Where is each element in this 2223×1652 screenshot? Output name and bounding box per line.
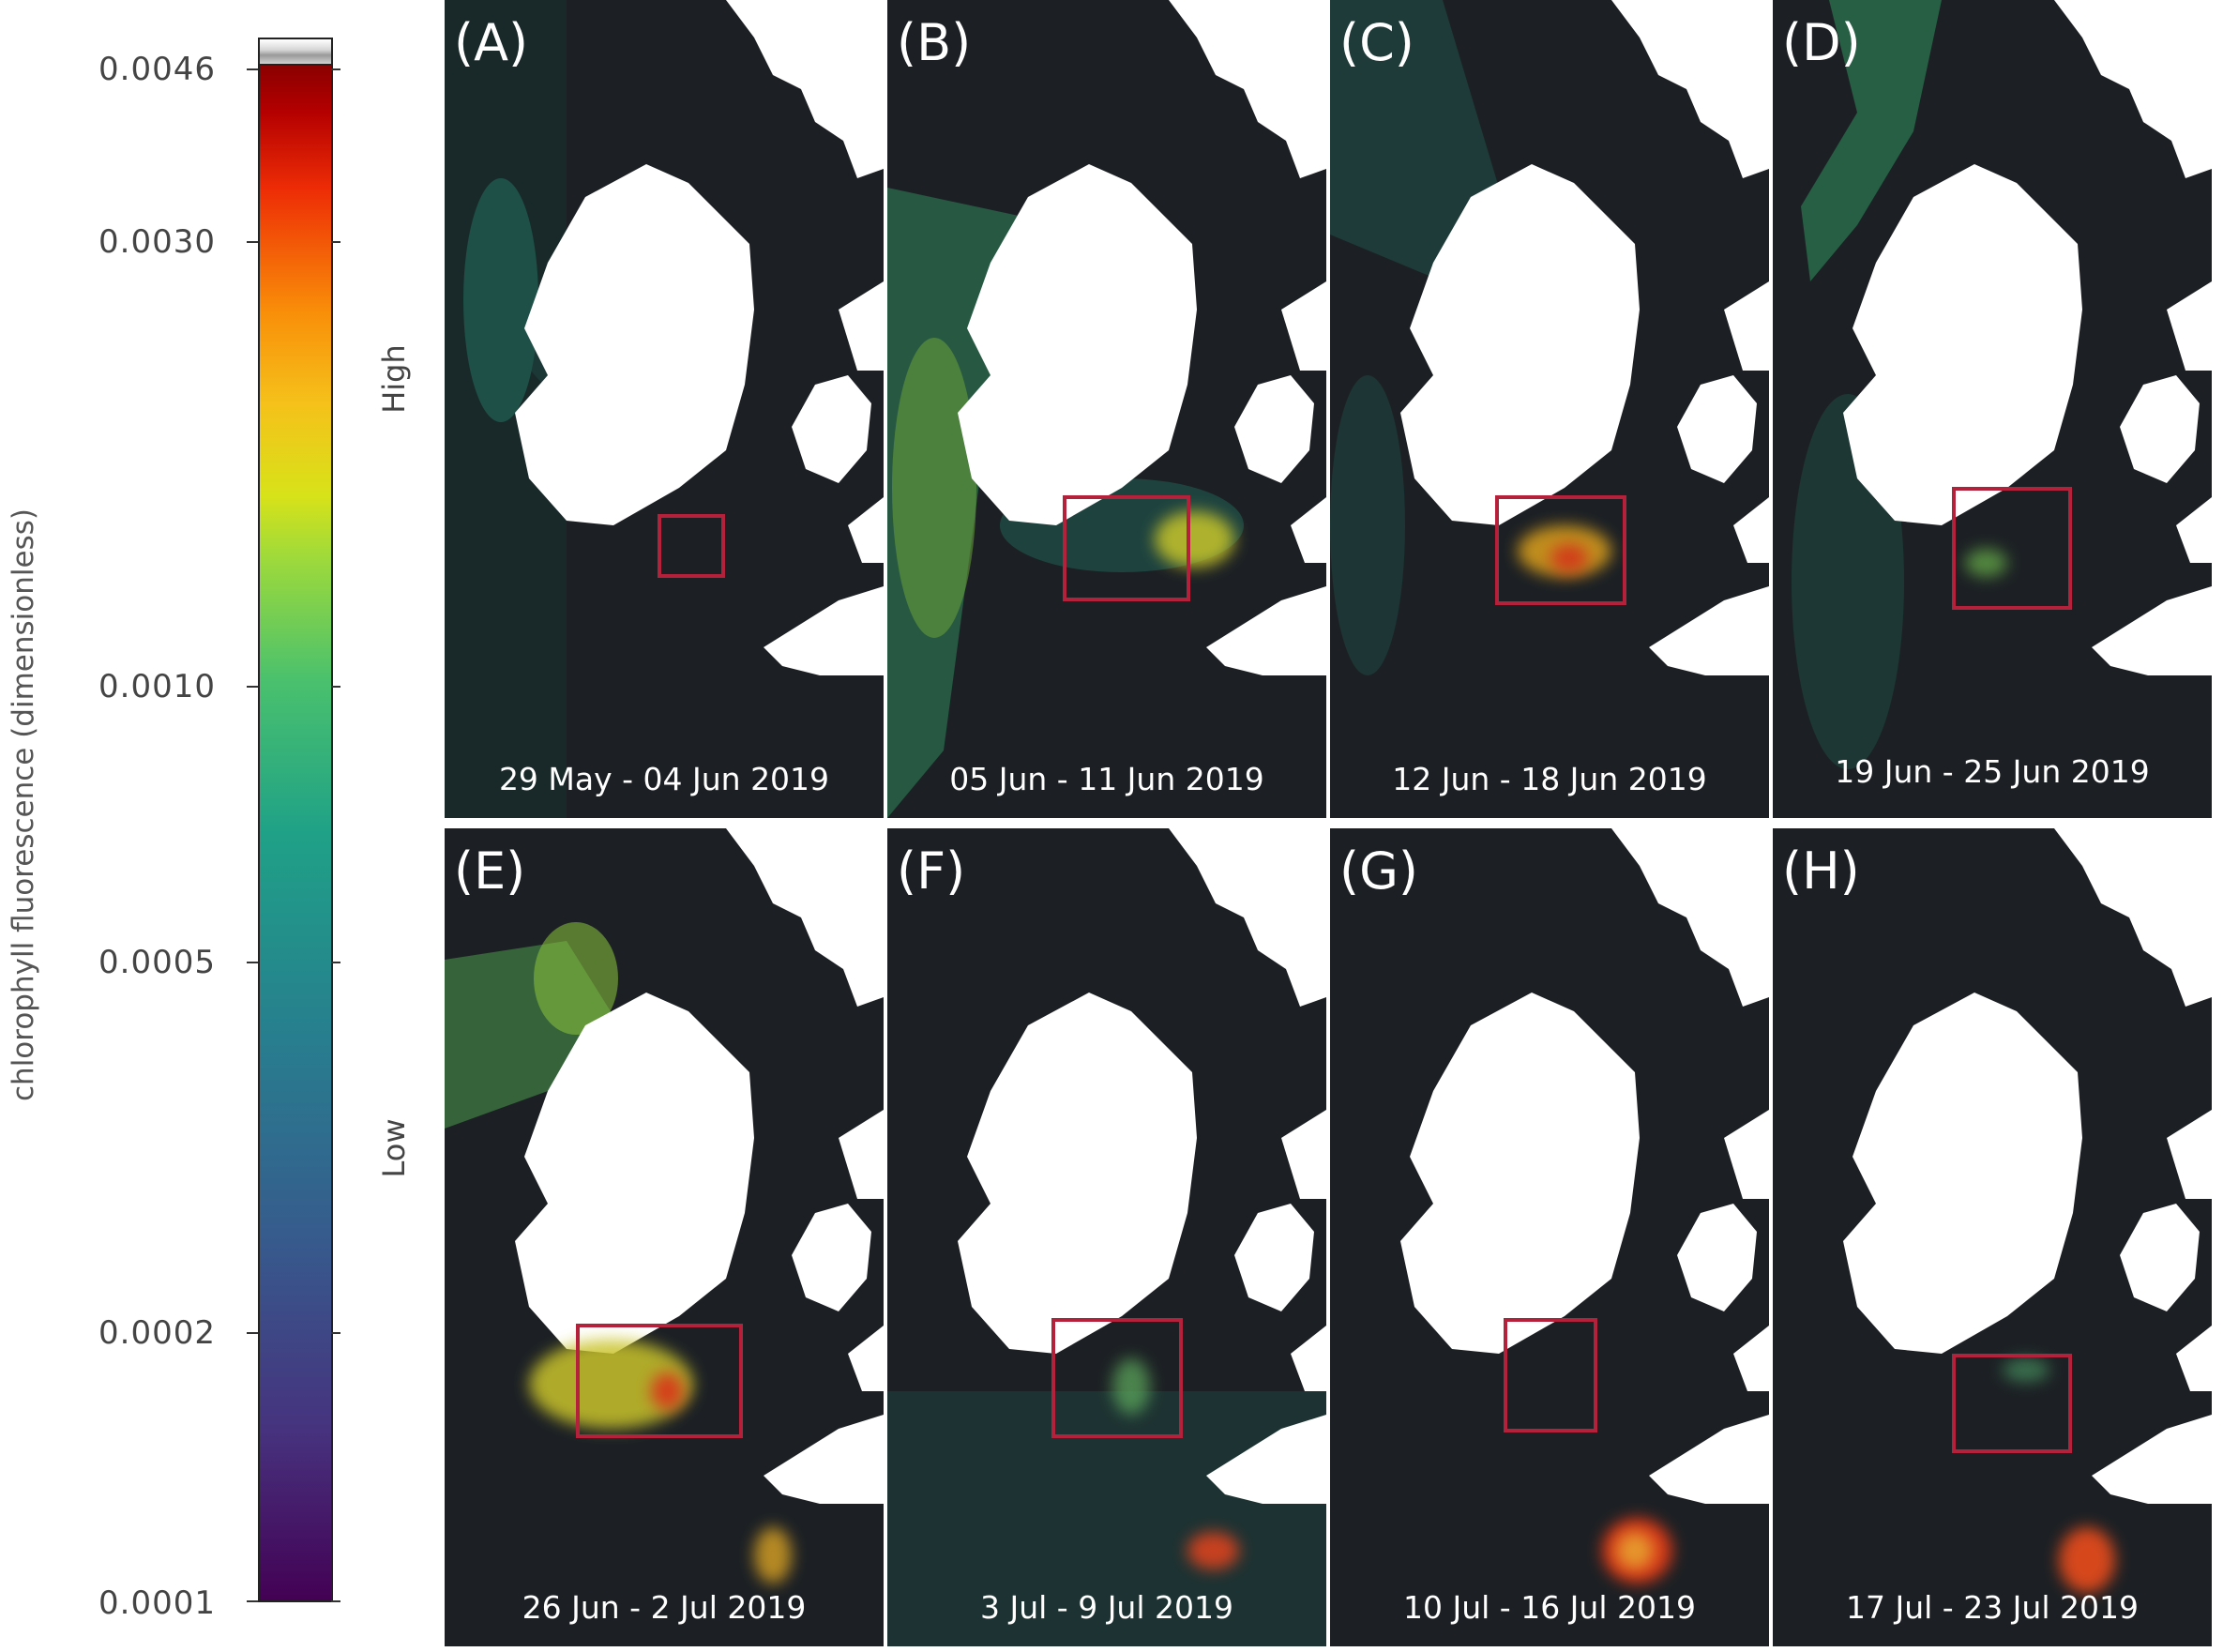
- panel-date: 17 Jul - 23 Jul 2019: [1846, 1589, 2139, 1626]
- region-of-interest-box: [1495, 495, 1626, 605]
- satellite-map: [887, 0, 1326, 818]
- map-panel-g: (G) 10 Jul - 16 Jul 2019: [1330, 828, 1769, 1646]
- colorbar-gradient: [258, 64, 333, 1602]
- panel-date: 12 Jun - 18 Jun 2019: [1392, 761, 1707, 797]
- panel-date: 26 Jun - 2 Jul 2019: [522, 1589, 807, 1626]
- bloom-patch: [651, 1372, 684, 1410]
- panel-date: 29 May - 04 Jun 2019: [498, 761, 830, 797]
- colorbar-tick: [331, 241, 340, 243]
- map-panel-b: (B) 05 Jun - 11 Jun 2019: [887, 0, 1326, 818]
- colorbar-tick-label: 0.0005: [98, 944, 216, 981]
- map-panel-h: (H) 17 Jul - 23 Jul 2019: [1773, 828, 2212, 1646]
- map-panel-c: (C) 12 Jun - 18 Jun 2019: [1330, 0, 1769, 818]
- panel-letter: (B): [897, 13, 972, 72]
- bloom-patch: [754, 1527, 792, 1584]
- colorbar-tick: [331, 686, 340, 688]
- colorbar-high-label: High: [376, 344, 412, 414]
- panel-letter: (E): [454, 841, 526, 901]
- colorbar-title: chlorophyll fluorescence (dimensionless): [7, 508, 40, 1101]
- colorbar-tick: [331, 1332, 340, 1334]
- satellite-map: [1330, 828, 1769, 1646]
- colorbar-tick-label: 0.0001: [98, 1584, 216, 1622]
- map-panel-a: (A) 29 May - 04 Jun 2019: [445, 0, 884, 818]
- colorbar-tick-label: 0.0046: [98, 51, 216, 88]
- bloom-patch: [1550, 544, 1588, 572]
- panel-date: 10 Jul - 16 Jul 2019: [1403, 1589, 1696, 1626]
- colorbar-tick: [331, 68, 340, 70]
- region-of-interest-box: [658, 514, 725, 578]
- map-panel-d: (D) 19 Jun - 25 Jun 2019: [1773, 0, 2212, 818]
- region-of-interest-box: [1504, 1318, 1597, 1432]
- panel-date: 19 Jun - 25 Jun 2019: [1835, 753, 2150, 790]
- colorbar-low-label: Low: [376, 1118, 412, 1178]
- panel-letter: (F): [897, 841, 966, 901]
- satellite-map: [1773, 0, 2212, 818]
- panel-date: 3 Jul - 9 Jul 2019: [980, 1589, 1233, 1626]
- colorbar-tick: [247, 1600, 258, 1602]
- bloom-patch: [1187, 1532, 1239, 1569]
- bloom-patch: [1616, 1532, 1654, 1569]
- colorbar-tick: [247, 1332, 258, 1334]
- panel-letter: (A): [454, 13, 529, 72]
- map-panel-f: (F) 3 Jul - 9 Jul 2019: [887, 828, 1326, 1646]
- region-of-interest-box: [1063, 495, 1190, 601]
- colorbar-tick-label: 0.0010: [98, 668, 216, 705]
- bloom-patch: [2059, 1527, 2115, 1593]
- colorbar-tick: [247, 68, 258, 70]
- colorbar-tick: [247, 962, 258, 963]
- panel-date: 05 Jun - 11 Jun 2019: [949, 761, 1264, 797]
- bloom-patch: [1965, 549, 2007, 577]
- region-of-interest-box: [1952, 487, 2072, 610]
- satellite-map: [1330, 0, 1769, 818]
- satellite-map: [1773, 828, 2212, 1646]
- colorbar-overflow-cap: [258, 38, 333, 66]
- bloom-patch: [1155, 511, 1234, 568]
- satellite-map: [887, 828, 1326, 1646]
- region-of-interest-box: [576, 1324, 743, 1438]
- panel-letter: (C): [1339, 13, 1414, 72]
- colorbar-tick: [247, 241, 258, 243]
- panel-letter: (H): [1782, 841, 1860, 901]
- map-panel-e: (E) 26 Jun - 2 Jul 2019: [445, 828, 884, 1646]
- colorbar-tick-label: 0.0002: [98, 1314, 216, 1352]
- region-of-interest-box: [1952, 1354, 2072, 1453]
- satellite-map: [445, 0, 884, 818]
- colorbar-tick-label: 0.0030: [98, 223, 216, 261]
- bloom-patch: [2003, 1358, 2049, 1382]
- bloom-patch: [1112, 1358, 1150, 1415]
- panel-letter: (G): [1339, 841, 1418, 901]
- colorbar-tick: [247, 686, 258, 688]
- colorbar: 0.0046 0.0030 0.0010 0.0005 0.0002 0.000…: [0, 0, 441, 1652]
- region-of-interest-box: [1051, 1318, 1183, 1438]
- colorbar-tick: [331, 1600, 340, 1602]
- satellite-map: [445, 828, 884, 1646]
- colorbar-tick: [331, 962, 340, 963]
- panel-letter: (D): [1782, 13, 1861, 72]
